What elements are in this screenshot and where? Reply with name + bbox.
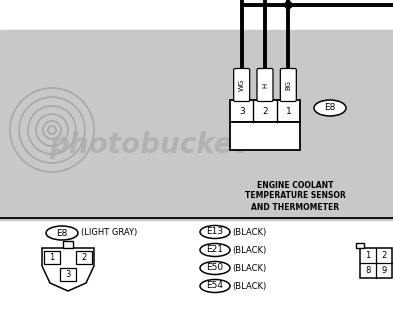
Ellipse shape (200, 262, 230, 275)
Bar (230, 122, 300, 150)
Polygon shape (42, 248, 94, 291)
Ellipse shape (314, 100, 346, 116)
Bar (44, 251, 60, 264)
Bar (356, 243, 364, 248)
Text: TEMPERATURE SENSOR: TEMPERATURE SENSOR (244, 191, 345, 201)
FancyBboxPatch shape (234, 69, 250, 101)
Bar (63, 241, 73, 248)
Bar (360, 248, 392, 278)
Text: 1: 1 (285, 107, 291, 115)
Bar (0, 30, 393, 220)
Text: WG: WG (239, 79, 245, 91)
Text: E8: E8 (324, 103, 336, 112)
Text: 9: 9 (381, 266, 387, 275)
Text: (BLACK): (BLACK) (232, 245, 266, 254)
Text: E21: E21 (206, 245, 224, 254)
Text: 1: 1 (50, 253, 55, 262)
Ellipse shape (46, 226, 78, 240)
Text: photobucket: photobucket (50, 131, 246, 159)
FancyBboxPatch shape (280, 69, 296, 101)
Text: (BLACK): (BLACK) (232, 227, 266, 237)
Text: 2: 2 (381, 251, 387, 260)
Text: E8: E8 (56, 228, 68, 238)
Text: 8: 8 (365, 266, 371, 275)
FancyBboxPatch shape (257, 69, 273, 101)
Text: (BLACK): (BLACK) (232, 281, 266, 291)
Ellipse shape (200, 243, 230, 256)
Ellipse shape (200, 226, 230, 239)
Text: 2: 2 (262, 107, 268, 115)
Text: 3: 3 (239, 107, 244, 115)
Text: E54: E54 (206, 281, 224, 291)
Text: E50: E50 (206, 264, 224, 272)
Text: H: H (262, 82, 268, 88)
Bar (230, 100, 300, 122)
Bar (76, 251, 92, 264)
Text: E13: E13 (206, 227, 224, 237)
Text: BG: BG (285, 80, 291, 90)
Text: (LIGHT GRAY): (LIGHT GRAY) (81, 228, 137, 238)
Text: (BLACK): (BLACK) (232, 264, 266, 272)
Bar (60, 268, 76, 281)
Text: ENGINE COOLANT: ENGINE COOLANT (257, 180, 333, 189)
Text: 2: 2 (81, 253, 86, 262)
Text: 3: 3 (65, 270, 71, 279)
Circle shape (285, 2, 292, 8)
Ellipse shape (200, 280, 230, 292)
Text: 1: 1 (365, 251, 371, 260)
Text: AND THERMOMETER: AND THERMOMETER (251, 202, 339, 212)
